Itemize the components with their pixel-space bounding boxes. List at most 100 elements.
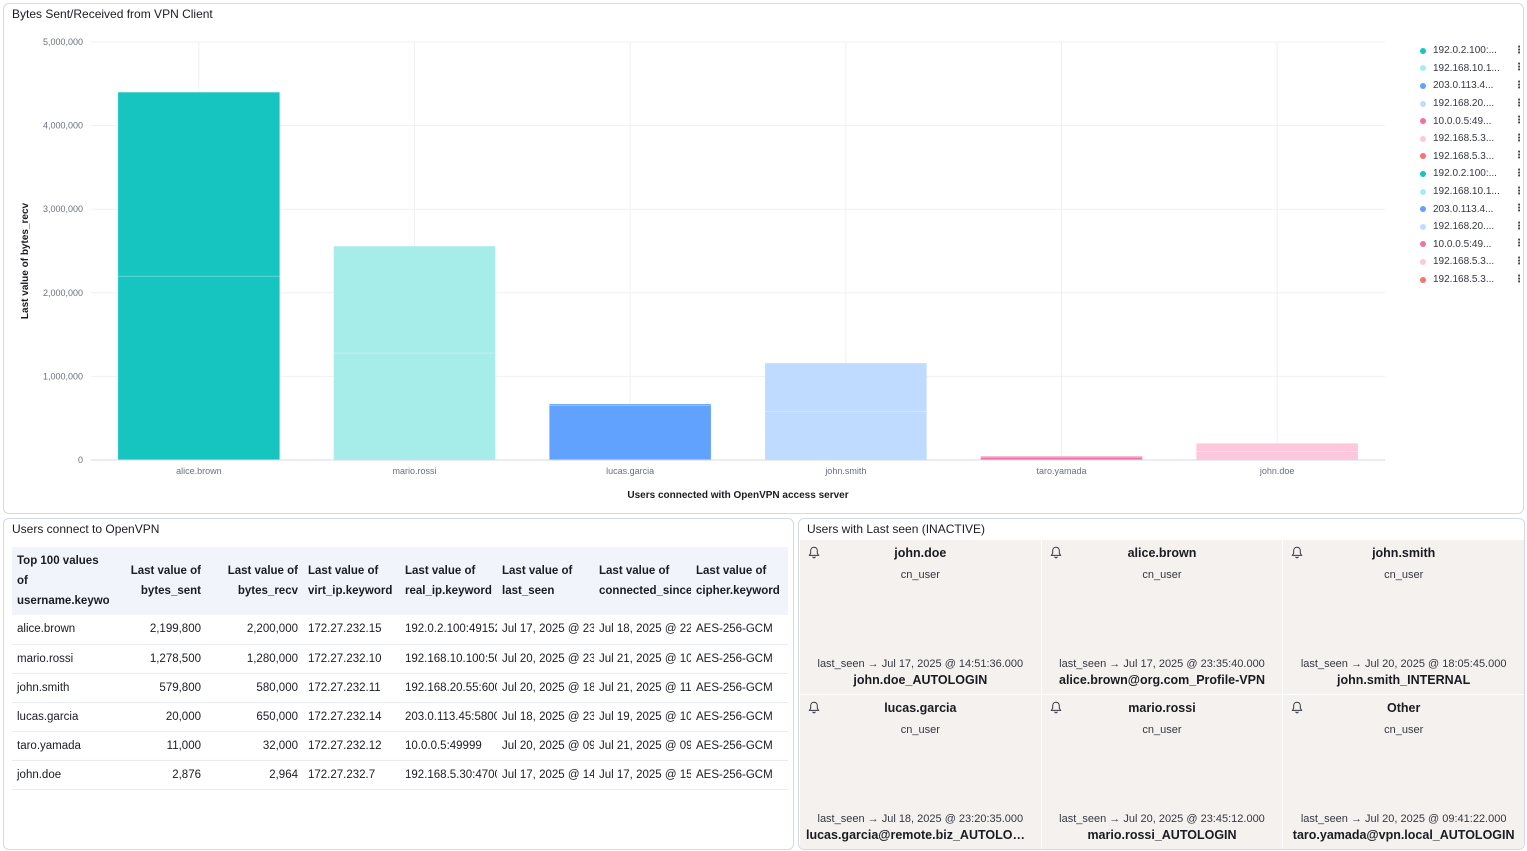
table-cell[interactable]: Jul 18, 2025 @ 23:20:35.000 <box>497 702 594 732</box>
legend-actions-icon[interactable]: ⋮ <box>1514 150 1524 162</box>
table-cell[interactable]: taro.yamada <box>12 731 109 761</box>
table-cell[interactable]: 580,000 <box>206 673 303 703</box>
legend-actions-icon[interactable]: ⋮ <box>1514 273 1524 285</box>
legend-dot-icon <box>1420 47 1426 54</box>
table-cell[interactable]: 2,199,800 <box>109 615 206 645</box>
column-header[interactable]: Last value of real_ip.keyword <box>400 547 497 615</box>
table-cell[interactable]: 172.27.232.15 <box>303 615 400 645</box>
table-cell[interactable]: Jul 20, 2025 @ 09:41:22.000 <box>497 731 594 761</box>
legend-item[interactable]: 192.168.5.3... ⋮ <box>1420 148 1524 166</box>
table-cell[interactable]: john.smith <box>12 673 109 703</box>
legend-actions-icon[interactable]: ⋮ <box>1514 167 1524 179</box>
inactive-user-card[interactable]: john.doe cn_user last_seen → Jul 17, 2025 … <box>800 540 1042 695</box>
x-tick-label: taro.yamada <box>1036 466 1086 476</box>
table-cell[interactable]: 1,278,500 <box>109 644 206 674</box>
bar-segment-alice.brown <box>117 275 281 461</box>
table-cell[interactable]: Jul 19, 2025 @ 10:00:00.000 <box>594 702 691 732</box>
table-cell[interactable]: AES-256-GCM <box>691 760 788 790</box>
table-cell[interactable]: 172.27.232.14 <box>303 702 400 732</box>
inactive-user-card[interactable]: lucas.garcia cn_user last_seen → Jul 18, 2… <box>800 695 1042 849</box>
table-cell[interactable]: 172.27.232.11 <box>303 673 400 703</box>
table-cell[interactable]: 10.0.0.5:49999 <box>400 731 497 761</box>
column-header[interactable]: Last value of virt_ip.keyword <box>303 547 400 615</box>
table-cell[interactable]: 203.0.113.45:58000 <box>400 702 497 732</box>
table-cell[interactable]: Jul 17, 2025 @ 14:51:36.000 <box>497 760 594 790</box>
table-cell[interactable]: Jul 18, 2025 @ 22:00:00.000 <box>594 615 691 645</box>
inactive-user-card[interactable]: Other cn_user last_seen → Jul 20, 2025 @ 0… <box>1283 695 1524 849</box>
legend-actions-icon[interactable]: ⋮ <box>1514 132 1524 144</box>
table-cell[interactable]: Jul 17, 2025 @ 15:00:00.000 <box>594 760 691 790</box>
column-header[interactable]: Last value of bytes_sent <box>109 547 206 615</box>
legend-actions-icon[interactable]: ⋮ <box>1514 185 1524 197</box>
legend-actions-icon[interactable]: ⋮ <box>1514 238 1524 250</box>
table-cell[interactable]: 2,964 <box>206 760 303 790</box>
table-cell[interactable]: Jul 21, 2025 @ 11:00:00.000 <box>594 673 691 703</box>
table-cell[interactable]: Jul 20, 2025 @ 18:05:45.000 <box>497 673 594 703</box>
table-cell[interactable]: 172.27.232.10 <box>303 644 400 674</box>
legend-actions-icon[interactable]: ⋮ <box>1514 97 1524 109</box>
legend-actions-icon[interactable]: ⋮ <box>1514 255 1524 267</box>
table-cell[interactable]: 192.168.10.100:50000 <box>400 644 497 674</box>
legend-item[interactable]: 192.0.2.100:... ⋮ <box>1420 165 1524 183</box>
table-cell[interactable]: 579,800 <box>109 673 206 703</box>
inactive-user-card[interactable]: john.smith cn_user last_seen → Jul 20, 202… <box>1283 540 1524 695</box>
chart-panel-title: Bytes Sent/Received from VPN Client <box>12 7 213 21</box>
table-cell[interactable]: AES-256-GCM <box>691 702 788 732</box>
legend-item[interactable]: 192.168.5.3... ⋮ <box>1420 130 1524 148</box>
legend-actions-icon[interactable]: ⋮ <box>1514 79 1524 91</box>
table-cell[interactable]: 11,000 <box>109 731 206 761</box>
table-cell[interactable]: alice.brown <box>12 615 109 645</box>
table-cell[interactable]: 172.27.232.7 <box>303 760 400 790</box>
legend-item[interactable]: 10.0.0.5:49... ⋮ <box>1420 236 1524 254</box>
legend-item[interactable]: 192.168.10.1... ⋮ <box>1420 183 1524 201</box>
table-cell[interactable]: 2,200,000 <box>206 615 303 645</box>
table-cell[interactable]: 192.0.2.100:49152 <box>400 615 497 645</box>
table-cell[interactable]: 192.168.5.30:47000 <box>400 760 497 790</box>
table-cell[interactable]: Jul 20, 2025 @ 23:45:12.000 <box>497 644 594 674</box>
column-header[interactable]: Last value of cipher.keyword <box>691 547 788 615</box>
table-cell[interactable]: 2,876 <box>109 760 206 790</box>
legend-actions-icon[interactable]: ⋮ <box>1514 62 1524 74</box>
legend-item[interactable]: 192.0.2.100:... ⋮ <box>1420 42 1524 60</box>
table-cell[interactable]: john.doe <box>12 760 109 790</box>
bar-segment-lucas.garcia <box>548 405 712 461</box>
legend-item[interactable]: 192.168.5.3... ⋮ <box>1420 253 1524 271</box>
table-cell[interactable]: Jul 17, 2025 @ 23:35:40.000 <box>497 615 594 645</box>
column-header[interactable]: Last value of last_seen <box>497 547 594 615</box>
bytes-chart-panel: 0 1,000,000 2,000,000 3,000,000 4,000,000 5,0… <box>3 3 1524 514</box>
table-cell[interactable]: lucas.garcia <box>12 702 109 732</box>
table-row: john.doe 2,876 2,964 172.27.232.7 192.168.5.… <box>12 760 788 790</box>
legend-item[interactable]: 203.0.113.4... ⋮ <box>1420 200 1524 218</box>
inactive-user-card[interactable]: mario.rossi cn_user last_seen → Jul 20, 20… <box>1041 695 1284 849</box>
table-cell[interactable]: 20,000 <box>109 702 206 732</box>
table-cell[interactable]: 32,000 <box>206 731 303 761</box>
table-cell[interactable]: AES-256-GCM <box>691 673 788 703</box>
legend-item[interactable]: 10.0.0.5:49... ⋮ <box>1420 112 1524 130</box>
legend-actions-icon[interactable]: ⋮ <box>1514 203 1524 215</box>
column-header[interactable]: Last value of connected_since <box>594 547 691 615</box>
table-cell[interactable]: Jul 21, 2025 @ 10:00:00.000 <box>594 644 691 674</box>
inactive-user-card[interactable]: alice.brown cn_user last_seen → Jul 17, 20… <box>1041 540 1284 695</box>
column-header[interactable]: Top 100 values of username.keyword <box>12 547 109 615</box>
legend-item[interactable]: 192.168.20.... ⋮ <box>1420 218 1524 236</box>
table-cell[interactable]: 650,000 <box>206 702 303 732</box>
table-cell[interactable]: 1,280,000 <box>206 644 303 674</box>
legend-item[interactable]: 192.168.5.3... ⋮ <box>1420 271 1524 289</box>
legend-item[interactable]: 192.168.10.1... ⋮ <box>1420 60 1524 78</box>
card-username: john.doe <box>894 546 947 560</box>
table-cell[interactable]: 192.168.20.55:60000 <box>400 673 497 703</box>
legend-label: 192.168.5.3... <box>1433 256 1495 268</box>
legend-item[interactable]: 203.0.113.4... ⋮ <box>1420 77 1524 95</box>
legend-actions-icon[interactable]: ⋮ <box>1514 220 1524 232</box>
table-cell[interactable]: mario.rossi <box>12 644 109 674</box>
column-header[interactable]: Last value of bytes_recv <box>206 547 303 615</box>
table-cell[interactable]: 172.27.232.12 <box>303 731 400 761</box>
legend-label: 203.0.113.4... <box>1433 203 1494 215</box>
table-cell[interactable]: Jul 21, 2025 @ 09:00:00.000 <box>594 731 691 761</box>
table-cell[interactable]: AES-256-GCM <box>691 731 788 761</box>
legend-actions-icon[interactable]: ⋮ <box>1514 44 1524 56</box>
table-cell[interactable]: AES-256-GCM <box>691 644 788 674</box>
legend-actions-icon[interactable]: ⋮ <box>1514 115 1524 127</box>
legend-item[interactable]: 192.168.20.... ⋮ <box>1420 95 1524 113</box>
table-cell[interactable]: AES-256-GCM <box>691 615 788 645</box>
